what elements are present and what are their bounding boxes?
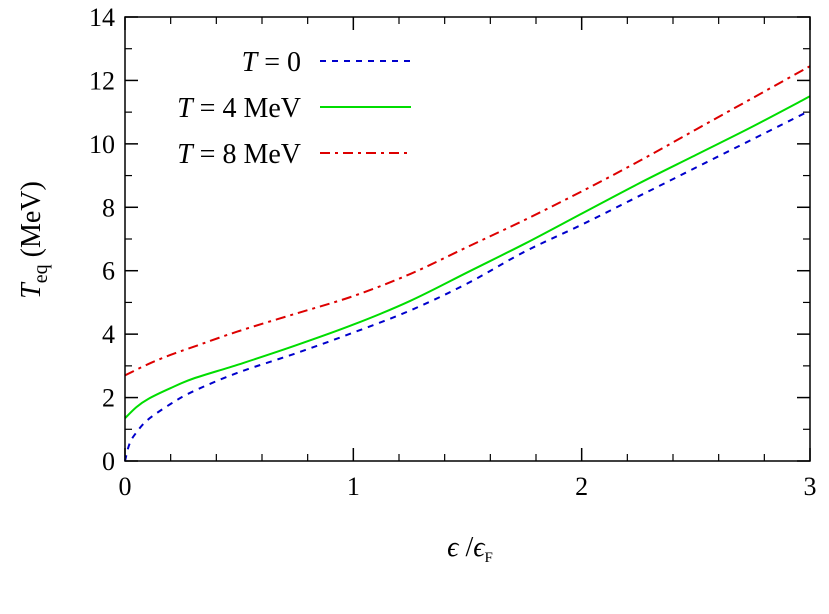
y-tick-label: 6	[102, 257, 115, 286]
series-lines	[124, 65, 811, 462]
x-tick-label: 3	[804, 472, 817, 501]
legend-symbol: T	[177, 93, 195, 124]
y-tick-label: 2	[102, 384, 115, 413]
series-line-1	[124, 95, 811, 419]
y-tick-label: 14	[89, 3, 115, 32]
x-axis-label-denominator: ϵ	[473, 532, 486, 563]
x-axis-label-separator: /	[458, 532, 473, 563]
legend-label-2: T = 8 MeV	[177, 139, 301, 170]
y-axis-label-symbol: T	[16, 281, 47, 299]
x-axis-label: ϵ /ϵF	[447, 532, 493, 566]
y-tick-label: 10	[89, 130, 115, 159]
y-tick-label: 8	[102, 193, 115, 222]
x-axis-label-subscript: F	[485, 550, 493, 566]
plot-frame	[124, 16, 811, 462]
x-axis-label-symbol: ϵ	[447, 532, 460, 563]
y-axis-label-unit: (MeV)	[16, 181, 47, 264]
x-tick-label: 0	[119, 472, 132, 501]
y-tick-label: 0	[102, 447, 115, 476]
y-axis-label-subscript: eq	[30, 264, 52, 283]
series-line-2	[124, 65, 811, 377]
x-tick-label: 1	[347, 472, 360, 501]
x-tick-label: 2	[575, 472, 588, 501]
legend-label-0: T = 0	[242, 47, 301, 78]
legend-text: = 8 MeV	[193, 139, 301, 170]
legend-symbol: T	[177, 139, 195, 170]
y-axis-label: Teq (MeV)	[16, 181, 52, 299]
legend-text: = 0	[257, 47, 301, 78]
legend-text: = 4 MeV	[193, 93, 301, 124]
y-tick-label: 4	[102, 320, 115, 349]
legend-label-1: T = 4 MeV	[177, 93, 301, 124]
legend-symbol: T	[242, 47, 260, 78]
y-tick-label: 12	[89, 66, 115, 95]
